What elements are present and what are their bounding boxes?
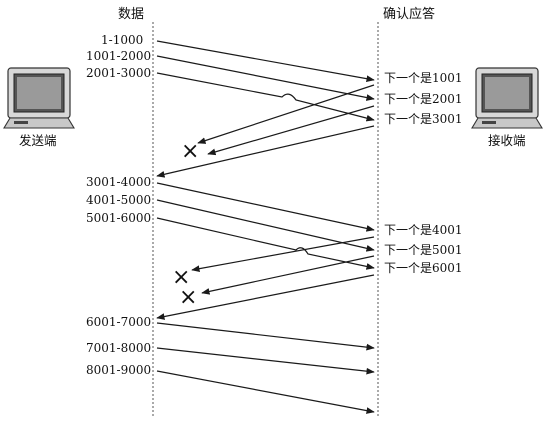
loss-x-icon: × xyxy=(181,139,199,164)
data-arrow xyxy=(156,182,375,232)
ack-label: 下一个是1001 xyxy=(384,71,463,85)
loss-x-icon: × xyxy=(179,285,197,310)
ack-arrow xyxy=(207,105,375,156)
segment-label: 6001-7000 xyxy=(86,315,151,329)
ack-header: 确认应答 xyxy=(383,6,435,22)
data-arrow xyxy=(156,199,375,252)
segment-label: 7001-8000 xyxy=(86,341,151,355)
ack-label: 下一个是4001 xyxy=(384,223,463,237)
segment-label: 5001-6000 xyxy=(86,211,151,225)
data-header: 数据 xyxy=(118,7,144,22)
sender-computer-icon xyxy=(3,67,75,129)
segment-label: 8001-9000 xyxy=(86,363,151,377)
sender-label: 发送端 xyxy=(19,133,57,148)
data-arrow xyxy=(156,322,375,351)
loss-x-icon: × xyxy=(172,265,190,290)
data-arrow xyxy=(156,55,375,101)
data-arrow xyxy=(156,72,375,122)
ack-arrow-lost xyxy=(191,236,375,272)
ack-arrow xyxy=(156,125,375,178)
ack-arrow-lost xyxy=(201,255,375,295)
ack-arrow-lost xyxy=(197,84,375,144)
data-arrow xyxy=(156,217,375,270)
segment-label: 1-1000 xyxy=(101,33,143,47)
data-arrow xyxy=(156,40,375,82)
ack-label: 下一个是2001 xyxy=(384,92,463,106)
ack-label: 下一个是3001 xyxy=(384,112,463,126)
segment-label: 2001-3000 xyxy=(86,66,151,80)
segment-label: 1001-2000 xyxy=(86,49,151,63)
receiver-label: 接收端 xyxy=(488,133,526,148)
segment-label: 3001-4000 xyxy=(86,175,151,189)
data-arrow xyxy=(156,370,375,414)
data-arrow xyxy=(156,347,375,375)
ack-label: 下一个是5001 xyxy=(384,243,463,257)
ack-arrow xyxy=(156,274,375,320)
ack-label: 下一个是6001 xyxy=(384,261,463,275)
segment-label: 4001-5000 xyxy=(86,193,151,207)
receiver-computer-icon xyxy=(471,67,543,129)
